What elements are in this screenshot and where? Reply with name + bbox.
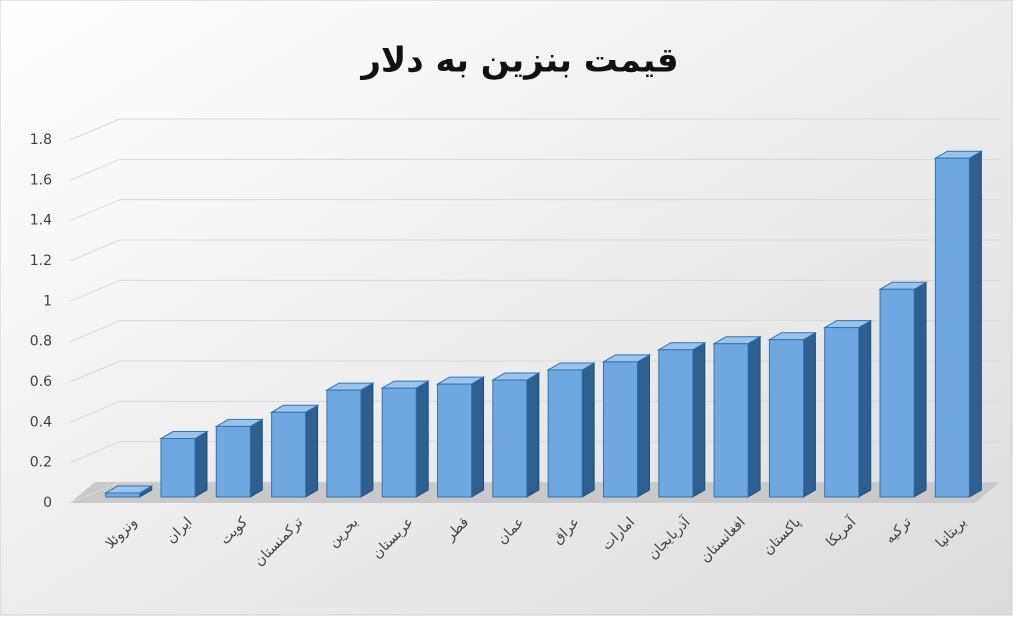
y-tick-label: 0.4 bbox=[30, 414, 52, 430]
bar-side bbox=[249, 418, 263, 498]
grid-line bbox=[69, 279, 121, 302]
bar-side bbox=[913, 281, 927, 498]
bar bbox=[160, 438, 196, 498]
bar-side bbox=[802, 331, 816, 498]
y-tick-label: 0 bbox=[43, 495, 52, 511]
bar bbox=[934, 157, 970, 498]
y-tick-label: 1.4 bbox=[30, 213, 52, 229]
bar-side bbox=[415, 380, 429, 498]
bar-side bbox=[747, 335, 761, 498]
bar-side bbox=[858, 319, 872, 498]
bar-side bbox=[692, 341, 706, 498]
y-tick-label: 1.8 bbox=[30, 132, 52, 148]
bar bbox=[658, 349, 694, 498]
y-tick-label: 1.2 bbox=[30, 253, 52, 269]
bar bbox=[215, 425, 251, 498]
chart-title: قیمت بنزین به دلار bbox=[359, 41, 678, 81]
grid-line bbox=[69, 400, 121, 423]
grid-line bbox=[69, 199, 121, 222]
bar bbox=[492, 379, 528, 498]
bar-side bbox=[305, 404, 319, 498]
bar bbox=[271, 411, 307, 498]
y-tick-label: 0.2 bbox=[30, 455, 52, 471]
bar bbox=[602, 361, 638, 498]
bar-side bbox=[526, 372, 540, 498]
bar bbox=[879, 288, 915, 498]
grid-line bbox=[69, 158, 121, 181]
y-tick-label: 1 bbox=[43, 293, 52, 309]
bar bbox=[768, 339, 804, 498]
grid-line bbox=[69, 481, 121, 504]
bar bbox=[105, 492, 141, 498]
grid-line bbox=[69, 360, 121, 383]
bar-side bbox=[968, 150, 982, 498]
bar bbox=[713, 343, 749, 498]
y-tick-label: 0.6 bbox=[30, 374, 52, 390]
bar-side bbox=[636, 354, 650, 498]
grid-line bbox=[69, 118, 121, 141]
bar bbox=[381, 387, 417, 498]
bar-side bbox=[360, 382, 374, 498]
bar-side bbox=[194, 430, 208, 498]
bar bbox=[437, 383, 473, 498]
y-tick-label: 0.8 bbox=[30, 334, 52, 350]
grid-line bbox=[69, 239, 121, 262]
bar-side bbox=[471, 376, 485, 498]
bar bbox=[547, 369, 583, 498]
bar-side bbox=[581, 362, 595, 498]
y-tick-label: 1.6 bbox=[30, 172, 52, 188]
grid-line bbox=[69, 441, 121, 464]
grid-line bbox=[69, 320, 121, 343]
bar bbox=[824, 327, 860, 498]
bar bbox=[326, 389, 362, 498]
